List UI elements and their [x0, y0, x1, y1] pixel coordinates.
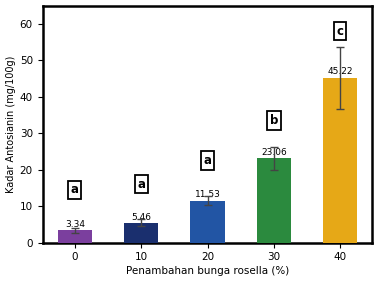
- Bar: [323, 78, 358, 243]
- Bar: [57, 230, 92, 243]
- Bar: [124, 223, 158, 243]
- Y-axis label: Kadar Antosianin (mg/100g): Kadar Antosianin (mg/100g): [6, 55, 15, 193]
- Text: a: a: [137, 178, 145, 191]
- Text: a: a: [203, 154, 212, 167]
- Text: 5.46: 5.46: [131, 213, 151, 222]
- Text: c: c: [337, 25, 344, 38]
- Text: 3.34: 3.34: [65, 220, 85, 229]
- Text: b: b: [270, 114, 278, 127]
- X-axis label: Penambahan bunga rosella (%): Penambahan bunga rosella (%): [126, 266, 289, 276]
- Bar: [257, 158, 291, 243]
- Bar: [190, 201, 225, 243]
- Text: a: a: [71, 183, 79, 196]
- Text: 11.53: 11.53: [195, 190, 220, 199]
- Text: 45.22: 45.22: [327, 67, 353, 76]
- Text: 23.06: 23.06: [261, 148, 287, 157]
